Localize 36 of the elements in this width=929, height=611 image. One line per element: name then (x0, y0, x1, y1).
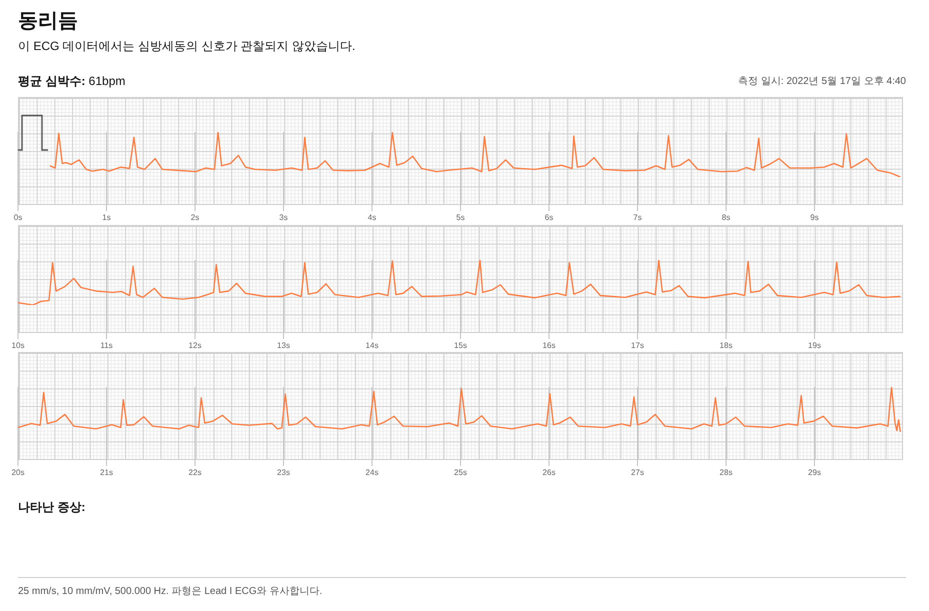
x-tick-label: 16s (542, 341, 556, 350)
x-tick-label: 6s (544, 213, 554, 222)
text: 25 mm/s, 10 mm/mV, 500.000 Hz. 파형은 Lead I ECG와 유사합니다. (18, 585, 322, 598)
chart-title: 동리듬 (18, 9, 78, 34)
x-tick-label: 2s (190, 213, 200, 222)
x-tick-label: 19s (808, 341, 821, 350)
x-tick-label: 15s (454, 341, 467, 350)
x-tick-label: 28s (720, 468, 732, 478)
x-tick-label: 23s (277, 468, 290, 478)
x-tick-label: 17s (631, 341, 644, 350)
x-tick-label: 18s (720, 341, 732, 350)
x-tick-label: 12s (188, 341, 202, 350)
x-tick-label: 10s (12, 341, 24, 350)
x-tick-label: 21s (100, 468, 113, 478)
x-tick-label: 22s (188, 468, 202, 478)
x-tick-label: 9s (810, 213, 819, 222)
x-tick-label: 20s (12, 468, 24, 478)
x-tick-label: 7s (633, 213, 642, 222)
text: 나타난 증상: (18, 499, 86, 516)
x-tick-label: 4s (368, 213, 376, 222)
x-tick-label: 25s (454, 468, 467, 478)
text: 측정 일시: 2022년 5월 17일 오후 4:40 (738, 75, 906, 88)
x-tick-label: 3s (279, 213, 288, 222)
chart-subtitle: 이 ECG 데이터에서는 심방세동의 신호가 관찰되지 않았습니다. (18, 38, 356, 55)
x-tick-label: 13s (277, 341, 290, 350)
x-tick-label: 1s (102, 213, 111, 222)
x-tick-label: 24s (366, 468, 378, 478)
x-tick-label: 27s (631, 468, 644, 478)
x-tick-label: 5s (456, 213, 465, 222)
x-tick-label: 26s (542, 468, 556, 478)
x-tick-label: 14s (366, 341, 378, 350)
x-tick-label: 11s (100, 341, 113, 350)
x-tick-label: 29s (808, 468, 821, 478)
x-tick-label: 8s (722, 213, 730, 222)
text: 평균 심박수: 61bpm (18, 73, 126, 90)
x-tick-label: 0s (14, 213, 22, 222)
